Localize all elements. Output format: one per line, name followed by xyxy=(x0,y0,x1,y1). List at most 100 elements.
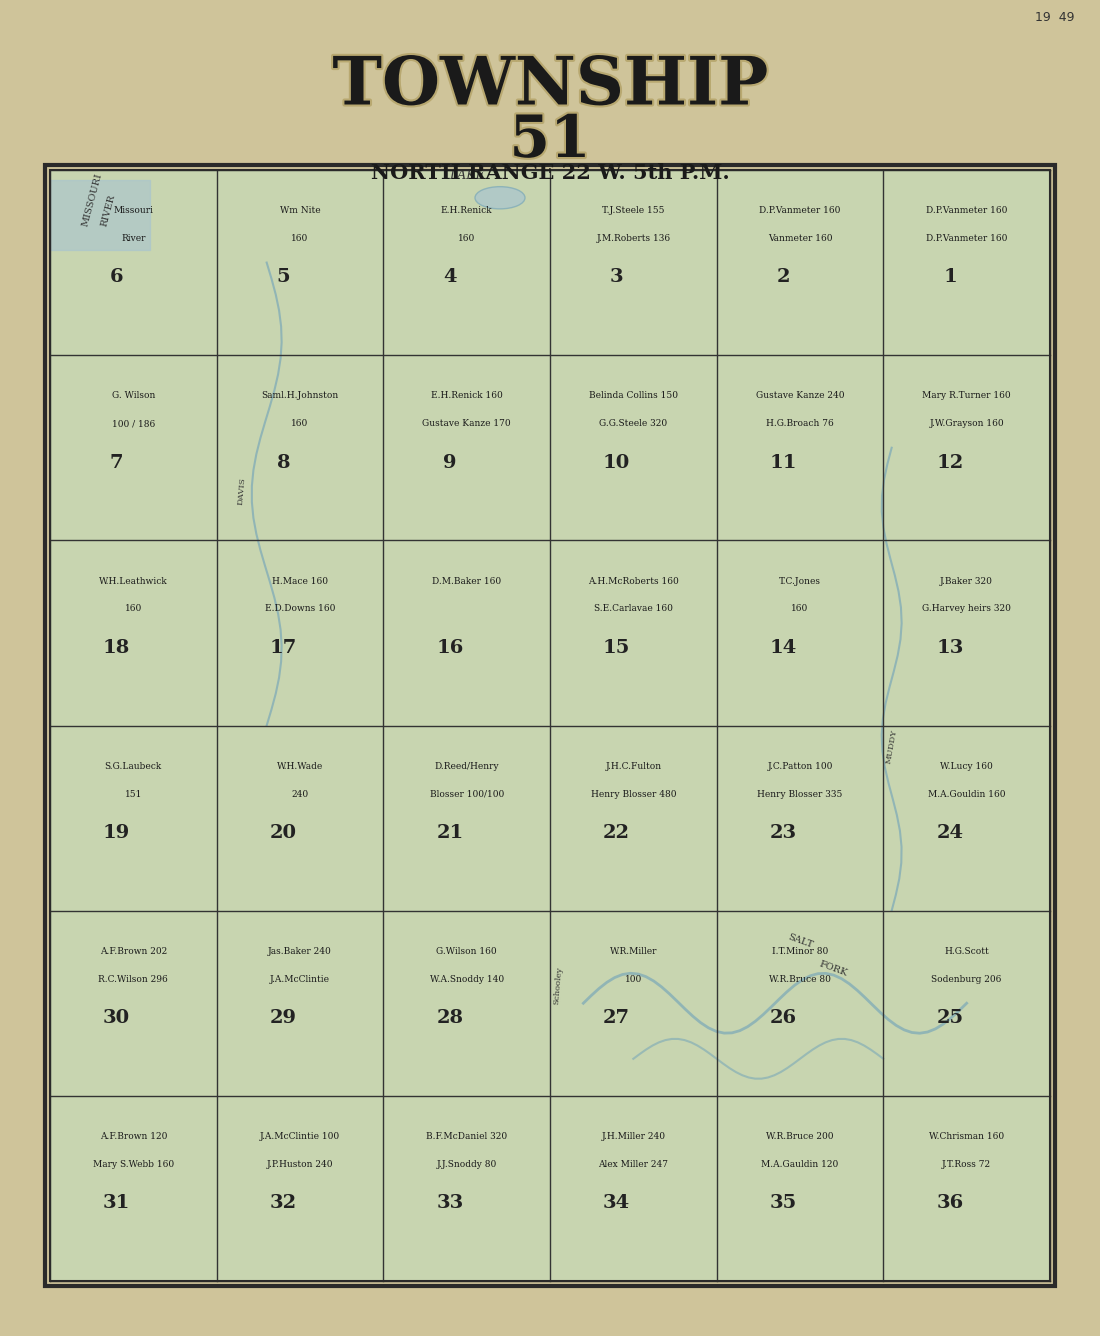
Text: 100 / 186: 100 / 186 xyxy=(112,420,155,428)
Text: W.R.Miller: W.R.Miller xyxy=(609,947,657,955)
Text: 17: 17 xyxy=(270,639,297,657)
Text: 24: 24 xyxy=(936,824,964,842)
Text: 14: 14 xyxy=(770,639,798,657)
Text: Belinda Collins 150: Belinda Collins 150 xyxy=(588,391,678,401)
Text: 19  49: 19 49 xyxy=(1035,11,1075,24)
Bar xyxy=(50,170,1050,1281)
Text: J.J.Snoddy 80: J.J.Snoddy 80 xyxy=(437,1160,497,1169)
Text: 29: 29 xyxy=(270,1009,297,1027)
Text: 4: 4 xyxy=(443,269,456,286)
Text: D.M.Baker 160: D.M.Baker 160 xyxy=(432,577,502,585)
Text: B.F.McDaniel 320: B.F.McDaniel 320 xyxy=(426,1132,507,1141)
Text: Blosser 100/100: Blosser 100/100 xyxy=(429,790,504,799)
Text: 8: 8 xyxy=(276,453,290,472)
Text: 20: 20 xyxy=(270,824,297,842)
Text: E.D.Downs 160: E.D.Downs 160 xyxy=(265,604,336,613)
Text: Saml.H.Johnston: Saml.H.Johnston xyxy=(262,391,339,401)
Text: Mary S.Webb 160: Mary S.Webb 160 xyxy=(92,1160,174,1169)
Text: A.F.Brown 120: A.F.Brown 120 xyxy=(100,1132,167,1141)
Text: Wm Nite: Wm Nite xyxy=(279,206,320,215)
Text: G.Wilson 160: G.Wilson 160 xyxy=(437,947,497,955)
Text: Alex Miller 247: Alex Miller 247 xyxy=(598,1160,669,1169)
Text: 32: 32 xyxy=(270,1194,297,1212)
Text: T.C.Jones: T.C.Jones xyxy=(779,577,821,585)
Text: H.Mace 160: H.Mace 160 xyxy=(272,577,328,585)
Text: Gustave Kanze 240: Gustave Kanze 240 xyxy=(756,391,845,401)
Text: 34: 34 xyxy=(603,1194,630,1212)
Text: J.A.McClintie: J.A.McClintie xyxy=(270,975,330,983)
Text: 19: 19 xyxy=(103,824,130,842)
Text: D.P.Vanmeter 160: D.P.Vanmeter 160 xyxy=(926,234,1008,243)
Text: SALT: SALT xyxy=(786,933,814,950)
Text: 21: 21 xyxy=(437,824,463,842)
Text: D.Reed/Henry: D.Reed/Henry xyxy=(434,762,499,771)
Text: S.G.Laubeck: S.G.Laubeck xyxy=(104,762,162,771)
Text: River: River xyxy=(121,234,145,243)
Text: T.J.Steele 155: T.J.Steele 155 xyxy=(602,206,664,215)
Text: 12: 12 xyxy=(936,453,964,472)
Text: 160: 160 xyxy=(124,604,142,613)
Text: J.H.C.Fulton: J.H.C.Fulton xyxy=(605,762,661,771)
Text: Schooley: Schooley xyxy=(552,966,564,1005)
Text: 13: 13 xyxy=(936,639,964,657)
Text: MUDDY: MUDDY xyxy=(884,729,899,764)
Text: A.F.Brown 202: A.F.Brown 202 xyxy=(100,947,167,955)
Text: 18: 18 xyxy=(103,639,130,657)
Text: 100: 100 xyxy=(625,975,642,983)
Bar xyxy=(45,166,1055,1287)
Text: D.P.Vanmeter 160: D.P.Vanmeter 160 xyxy=(926,206,1008,215)
Text: 160: 160 xyxy=(458,234,475,243)
Text: E.H.Renick: E.H.Renick xyxy=(441,206,493,215)
Text: LAKE: LAKE xyxy=(449,170,484,182)
Text: Sodenburg 206: Sodenburg 206 xyxy=(932,975,1002,983)
Text: E.H.Renick 160: E.H.Renick 160 xyxy=(431,391,503,401)
Text: R.C.Wilson 296: R.C.Wilson 296 xyxy=(99,975,168,983)
Text: 160: 160 xyxy=(791,604,808,613)
Text: NORTH RANGE 22 W. 5th P.M.: NORTH RANGE 22 W. 5th P.M. xyxy=(371,163,729,183)
Text: G.Harvey heirs 320: G.Harvey heirs 320 xyxy=(922,604,1011,613)
Text: M.A.Gauldin 120: M.A.Gauldin 120 xyxy=(761,1160,838,1169)
Text: G. Wilson: G. Wilson xyxy=(111,391,155,401)
Text: 27: 27 xyxy=(603,1009,630,1027)
Text: 151: 151 xyxy=(124,790,142,799)
Text: J.Baker 320: J.Baker 320 xyxy=(940,577,993,585)
Text: D.P.Vanmeter 160: D.P.Vanmeter 160 xyxy=(759,206,840,215)
Text: TOWNSHIP: TOWNSHIP xyxy=(332,53,768,119)
Text: 5: 5 xyxy=(276,269,290,286)
Text: 35: 35 xyxy=(770,1194,798,1212)
Text: W.A.Snoddy 140: W.A.Snoddy 140 xyxy=(430,975,504,983)
Text: 15: 15 xyxy=(603,639,630,657)
Text: 23: 23 xyxy=(770,824,796,842)
Text: S.E.Carlavae 160: S.E.Carlavae 160 xyxy=(594,604,673,613)
Text: Henry Blosser 480: Henry Blosser 480 xyxy=(591,790,676,799)
Text: 7: 7 xyxy=(110,453,123,472)
Text: Henry Blosser 335: Henry Blosser 335 xyxy=(757,790,843,799)
Text: 240: 240 xyxy=(292,790,309,799)
Text: Mary R.Turner 160: Mary R.Turner 160 xyxy=(923,391,1011,401)
Text: W.H.Leathwick: W.H.Leathwick xyxy=(99,577,167,585)
Ellipse shape xyxy=(475,187,525,208)
Text: Gustave Kanze 170: Gustave Kanze 170 xyxy=(422,420,512,428)
Text: G.G.Steele 320: G.G.Steele 320 xyxy=(600,420,668,428)
Text: 9: 9 xyxy=(443,453,456,472)
Text: J.A.McClintie 100: J.A.McClintie 100 xyxy=(260,1132,340,1141)
Text: FORK: FORK xyxy=(818,959,849,978)
Text: Missouri: Missouri xyxy=(113,206,153,215)
Text: Jas.Baker 240: Jas.Baker 240 xyxy=(268,947,332,955)
Text: W.Lucy 160: W.Lucy 160 xyxy=(940,762,993,771)
Text: J.C.Patton 100: J.C.Patton 100 xyxy=(768,762,833,771)
Text: A.H.McRoberts 160: A.H.McRoberts 160 xyxy=(588,577,679,585)
Text: 11: 11 xyxy=(770,453,798,472)
Text: 22: 22 xyxy=(603,824,630,842)
Text: 30: 30 xyxy=(103,1009,130,1027)
Text: I.T.Minor 80: I.T.Minor 80 xyxy=(772,947,828,955)
Text: 6: 6 xyxy=(110,269,123,286)
Text: W.R.Bruce 80: W.R.Bruce 80 xyxy=(769,975,830,983)
Text: 33: 33 xyxy=(437,1194,463,1212)
Text: Vanmeter 160: Vanmeter 160 xyxy=(768,234,833,243)
Text: J.W.Grayson 160: J.W.Grayson 160 xyxy=(930,420,1004,428)
Text: MISSOURI: MISSOURI xyxy=(80,172,103,227)
Text: J.P.Huston 240: J.P.Huston 240 xyxy=(266,1160,333,1169)
Text: 160: 160 xyxy=(292,420,309,428)
Text: 1: 1 xyxy=(943,269,957,286)
